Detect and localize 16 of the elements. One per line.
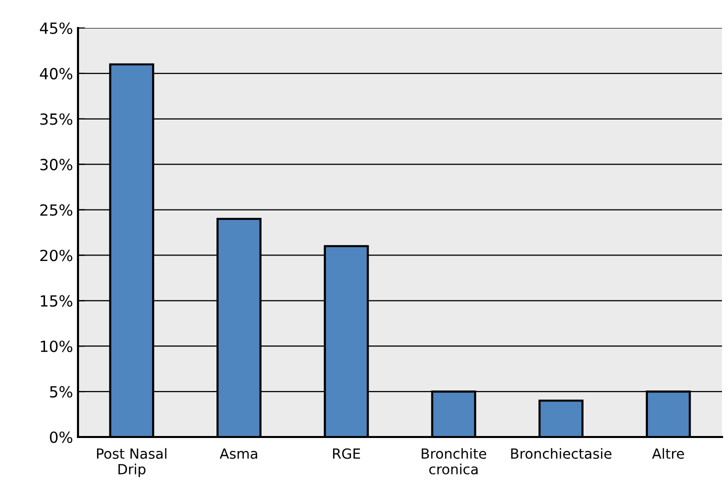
y-tick-label: 0% (50, 431, 72, 444)
x-tick-label: Bronchiectasie (511, 448, 612, 459)
y-tick-label: 20% (40, 250, 72, 262)
x-tick-label: Asma (220, 448, 258, 459)
y-tick-label: 25% (40, 204, 72, 216)
y-tick-label: 10% (40, 340, 72, 352)
y-tick-label: 40% (40, 68, 72, 80)
x-tick-label: Post Nasal Drip (97, 448, 166, 478)
y-tick-label: 45% (40, 22, 72, 34)
y-tick-label: 15% (40, 295, 72, 307)
y-tick-label: 5% (50, 386, 72, 398)
y-tick-label: 35% (40, 113, 72, 125)
y-tick-label: 30% (40, 158, 72, 170)
x-tick-label: Altre (652, 448, 684, 459)
x-tick-label: Bronchite cronica (422, 448, 486, 474)
x-tick-label: RGE (333, 448, 360, 459)
